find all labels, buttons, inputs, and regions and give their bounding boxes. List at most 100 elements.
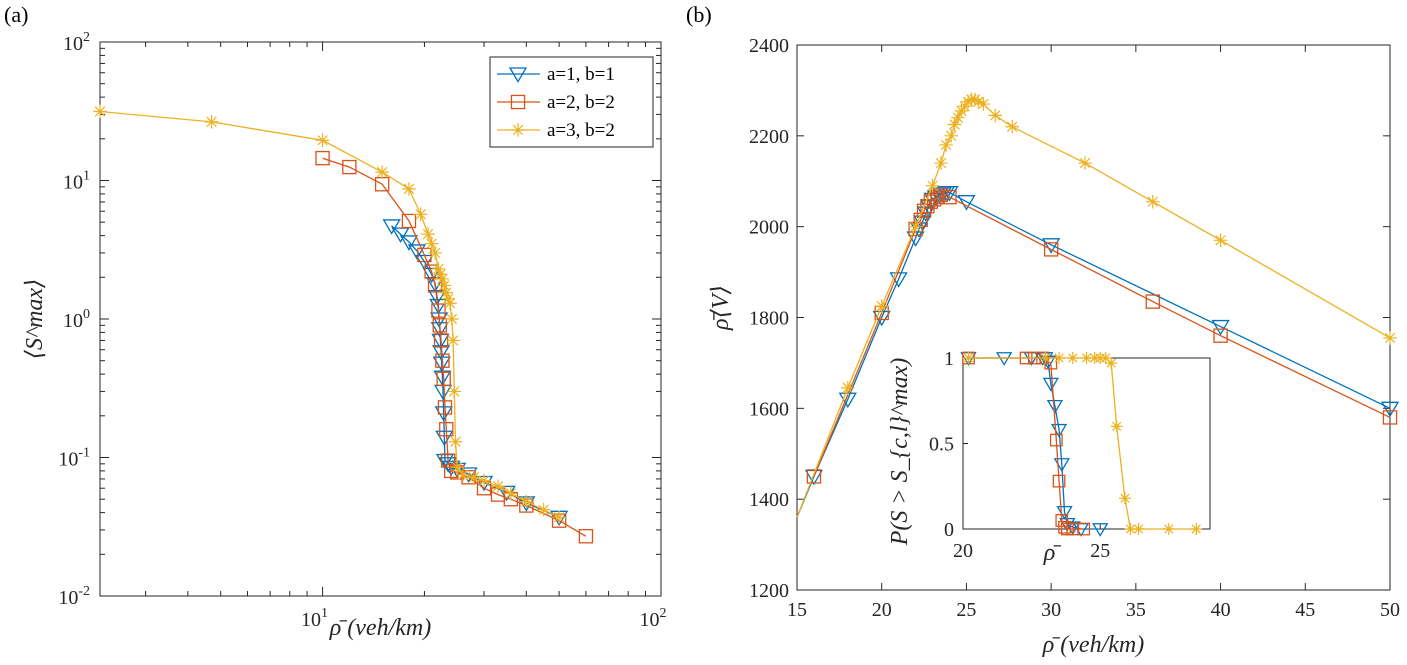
data-point [934,156,948,170]
inset-data-point [1052,474,1066,488]
inset-data-point [1105,357,1118,370]
inset-x-tick-label: 25 [1090,540,1110,562]
inset-series-asterisk [962,352,1203,535]
data-point [1146,194,1160,209]
inset-data-point [996,352,1013,366]
y-tick-label: 10-2 [58,584,90,609]
y-tick-label: 102 [63,30,90,55]
x-tick-label: 50 [1380,599,1400,621]
data-point [1383,331,1397,345]
x-tick-label: 45 [1295,599,1315,621]
inset-data-point [1118,492,1131,505]
data-point [401,213,417,229]
data-point [1042,238,1061,254]
inset-data-point [1053,352,1066,364]
data-point [971,94,986,109]
data-point [456,468,470,482]
inset-data-point [1132,523,1145,535]
data-point [439,285,454,300]
data-point [1043,242,1059,257]
legend-entry: a=2, b=2 [497,92,615,113]
data-point [446,333,460,348]
data-point [450,460,465,475]
y-tick-label: 2000 [749,217,789,239]
data-point [1211,319,1230,336]
data-point [874,299,889,313]
inset-data-point [1058,520,1071,534]
data-point [1078,156,1092,170]
inset-data-point [1077,522,1091,536]
legend-entry: a=3, b=2 [497,120,615,141]
data-point [431,262,446,276]
legend-label: a=1, b=1 [547,64,615,85]
legend-label: a=3, b=2 [547,120,615,141]
data-point [422,267,441,284]
data-point [443,296,457,311]
x-axis-label: ρ̄ (veh/km) [329,615,431,641]
x-tick-label: 30 [1041,599,1061,621]
inset-data-point [1162,523,1175,535]
legend-label: a=2, b=2 [547,92,615,113]
y-tick-label: 2200 [749,126,789,148]
data-point [1005,119,1019,134]
legend-marker [511,123,525,137]
data-point [552,510,566,525]
y-tick-label: 10-1 [58,446,90,471]
data-point [399,235,419,251]
x-tick-label: 25 [956,599,976,621]
data-point [1382,410,1398,425]
data-point [431,303,446,318]
data-point [429,298,448,315]
legend-marker [510,94,526,110]
series-line [322,157,587,537]
data-point [421,227,435,241]
inset-data-point [1049,433,1063,447]
data-point [437,400,453,415]
data-point [433,370,452,387]
data-point [988,108,1003,123]
data-point [93,104,107,119]
data-point [1213,233,1228,248]
data-point [413,207,428,222]
data-point [947,117,962,132]
series-asterisk [93,104,566,525]
data-point [432,318,447,333]
inset-data-point [1099,352,1112,364]
panel-a-label: (a) [4,2,28,27]
data-point [951,110,965,125]
inset-data-point [1046,399,1064,414]
data-point [447,384,462,399]
data-point [940,185,959,202]
data-point [391,227,410,244]
inset-plot-area [962,357,1211,530]
data-point [954,104,969,118]
data-point [930,189,945,205]
y-tick-label: 1600 [749,398,789,420]
y-axis-label: ⟨S^max⟩ [22,279,48,360]
data-point [1213,328,1228,343]
inset-y-tick-label: 1 [944,348,954,370]
series-asterisk [796,92,1397,518]
y-tick-label: 1800 [749,308,789,330]
data-point [519,494,534,509]
inset-data-point [1092,523,1109,537]
data-point [440,453,456,468]
data-point [957,99,972,114]
x-tick-label: 40 [1211,599,1231,621]
inset-data-point [962,352,975,364]
y-tick-label: 1400 [749,489,789,511]
data-point [445,312,459,326]
y-tick-label: 1200 [749,580,789,602]
data-point [375,165,389,179]
data-point [448,434,463,449]
data-point [491,479,505,494]
legend-marker [508,67,528,83]
x-tick-label: 35 [1126,599,1146,621]
inset-data-point [1042,377,1059,392]
data-point [441,291,455,306]
inset-data-point [1110,420,1123,433]
data-point [433,267,448,282]
inset-y-tick-label: 0 [944,519,954,541]
y-tick-label: 101 [63,169,90,194]
data-point [944,129,958,143]
